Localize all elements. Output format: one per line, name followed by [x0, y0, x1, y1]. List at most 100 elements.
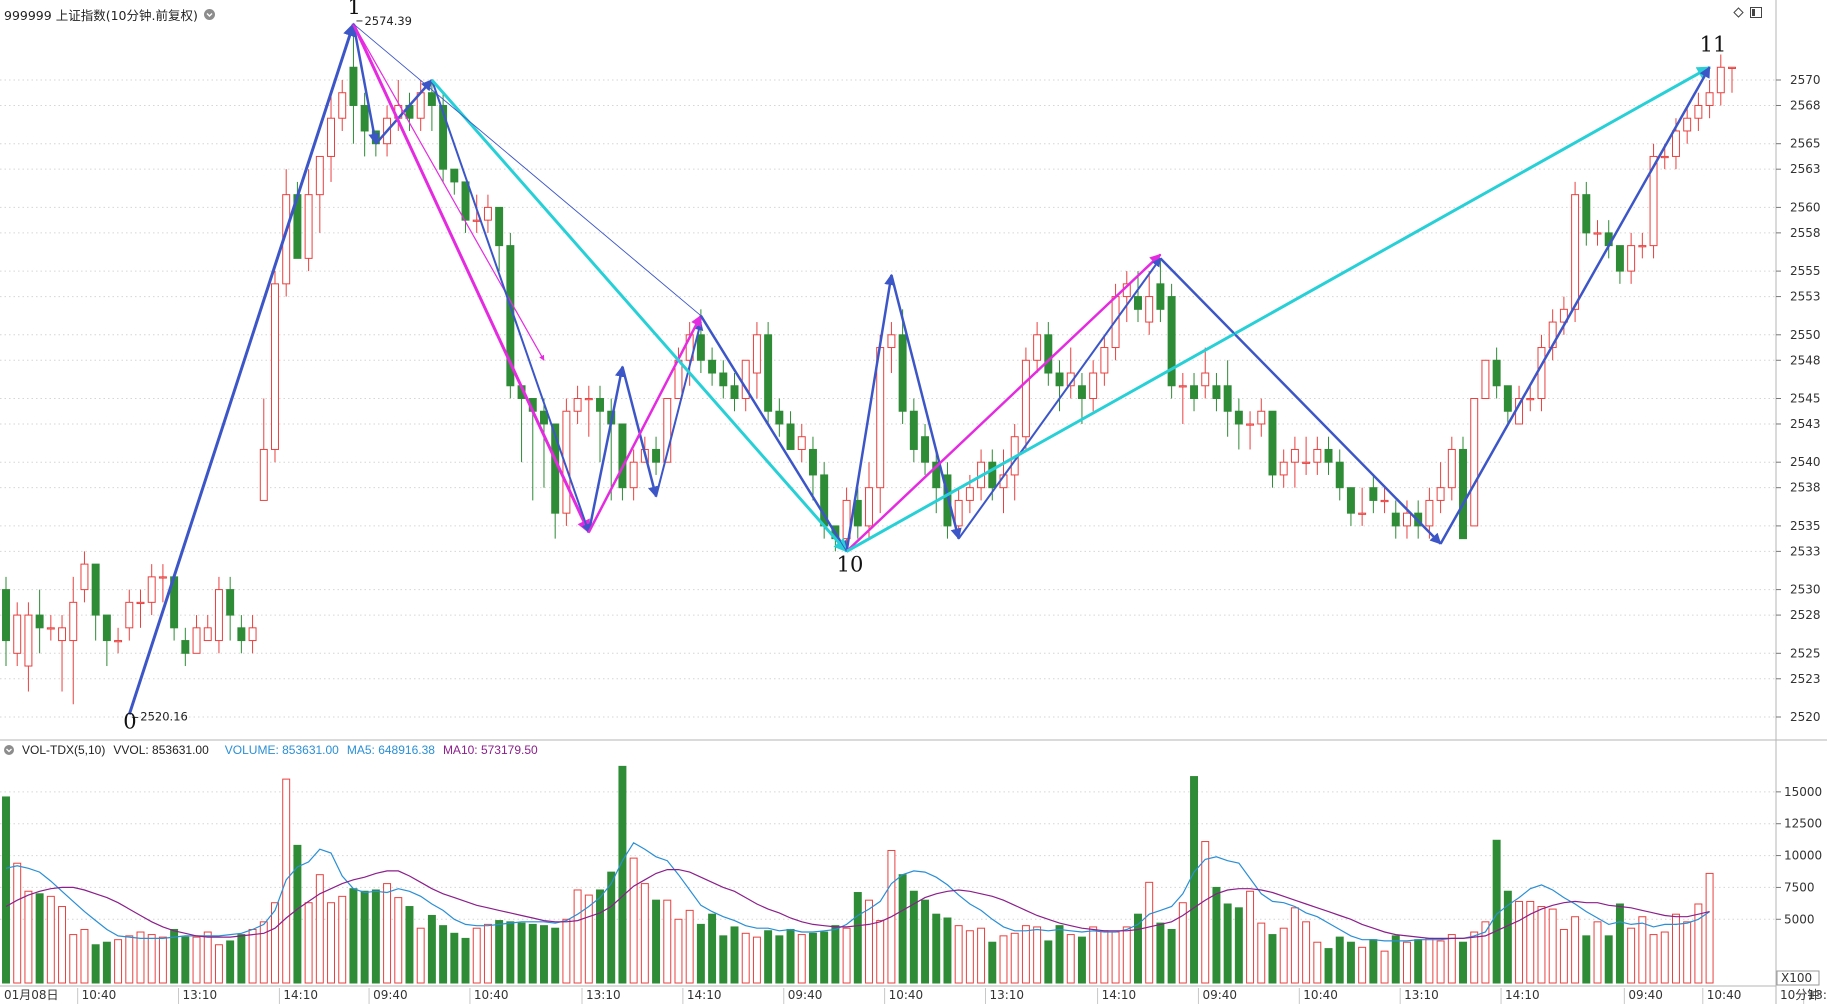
candle-body-up [1705, 92, 1714, 106]
candle [652, 436, 661, 475]
candle [259, 398, 268, 501]
candle-body-down [909, 410, 918, 450]
candle [439, 92, 448, 182]
candle [1436, 462, 1445, 514]
volume-bar-down [596, 889, 604, 984]
candle [629, 449, 638, 501]
candle [1447, 436, 1456, 501]
candle [349, 29, 358, 144]
candle-body-down [1167, 296, 1176, 387]
candle-body-down [539, 410, 548, 425]
candle [1055, 360, 1064, 412]
candle-body-up [1290, 448, 1299, 463]
volume-bar-down [1346, 941, 1355, 984]
candle [1402, 500, 1411, 539]
candle [58, 615, 67, 692]
price-tick-label: 2548 [1790, 353, 1821, 367]
candle [1459, 436, 1467, 540]
candle-body-up [1257, 410, 1266, 425]
candle-body-down [1268, 410, 1277, 476]
candle-body-down [226, 589, 235, 616]
candle-body-down [921, 436, 930, 463]
volume-menu-icon[interactable] [4, 744, 14, 755]
candle-body-up [629, 461, 638, 489]
candle-body-up [1089, 372, 1098, 399]
volume-bar-down [1459, 941, 1467, 984]
time-tick-label: 10:40 [474, 988, 509, 1002]
candle [1705, 80, 1714, 119]
candle-body-up [1201, 372, 1210, 387]
volume-bar-down [1134, 913, 1142, 984]
volume-bar-down [181, 936, 190, 984]
candle-body-up [158, 576, 167, 579]
candle [1649, 143, 1658, 259]
volume-bar-down [921, 899, 930, 984]
volume-bar-up [125, 935, 134, 984]
wave-label: 1 [347, 0, 360, 19]
candle [775, 398, 784, 437]
time-tick-label: 14:10 [1505, 988, 1540, 1002]
volume-bar-up [1537, 906, 1546, 984]
candle-body-up [46, 627, 55, 630]
candle-body-up [248, 627, 257, 642]
panel-toggle-icon[interactable] [1750, 5, 1762, 18]
candle [562, 398, 571, 526]
volume-bar-up [472, 927, 481, 984]
candle [1156, 258, 1165, 323]
candle-body-down [35, 614, 44, 629]
wave-arrow-blue [127, 22, 357, 715]
candle-body-down [730, 385, 739, 400]
wave-connector [1160, 258, 1441, 545]
time-tick-label: 14:10 [283, 988, 318, 1002]
volume-bar-up [999, 935, 1008, 984]
volume-bar-up [483, 923, 492, 984]
candle [1234, 398, 1243, 450]
volume-bar-down [1167, 928, 1176, 984]
price-tick-label: 2533 [1790, 544, 1821, 558]
candle [1223, 360, 1232, 437]
wave-arrow-blue [430, 79, 591, 534]
volume-bar-down [439, 925, 448, 984]
volume-bar-down [91, 944, 100, 984]
candle-body-down [943, 474, 952, 527]
candle [360, 92, 369, 157]
volume-bar-up [842, 927, 851, 984]
volume-bar-down [170, 928, 179, 984]
candle [248, 615, 257, 654]
volume-bar-down [1190, 776, 1199, 984]
volume-bar-up [1705, 872, 1714, 984]
price-tick-label: 2523 [1790, 672, 1821, 686]
volume-bar-down [506, 921, 515, 984]
dropdown-icon[interactable] [203, 8, 215, 20]
volume-bar-up [136, 931, 145, 984]
volume-bar-up [192, 936, 201, 984]
candle-body-down [1503, 385, 1512, 412]
volume-bar-down [898, 874, 907, 984]
candle-body-down [2, 589, 10, 642]
volume-bar-down [450, 932, 459, 984]
candle-body-down [1234, 410, 1243, 425]
candle-body-up [1246, 423, 1255, 426]
candle [943, 462, 952, 539]
time-tick-label: 01月08日 [4, 988, 59, 1002]
diamond-icon[interactable] [1733, 5, 1744, 18]
candle [1167, 283, 1176, 399]
ma10-line [5, 868, 1710, 940]
volume-bar-up [271, 902, 279, 984]
volume-bar-down [1604, 935, 1613, 984]
volume-bar-up [69, 934, 78, 984]
volume-bar-down [988, 941, 997, 984]
volume-bar-up [1559, 928, 1568, 984]
volume-bar-down [1414, 939, 1423, 984]
price-tick-label: 2570 [1790, 73, 1821, 87]
candle [1257, 398, 1266, 437]
wave-connector [700, 315, 847, 552]
candle [461, 181, 470, 233]
volume-bar-down [1268, 934, 1277, 984]
volume-bar-down [1156, 922, 1165, 984]
candle-body-up [965, 487, 974, 501]
candle [1716, 54, 1725, 106]
candle-body-down [1346, 487, 1355, 514]
candle-body-up [315, 155, 324, 196]
